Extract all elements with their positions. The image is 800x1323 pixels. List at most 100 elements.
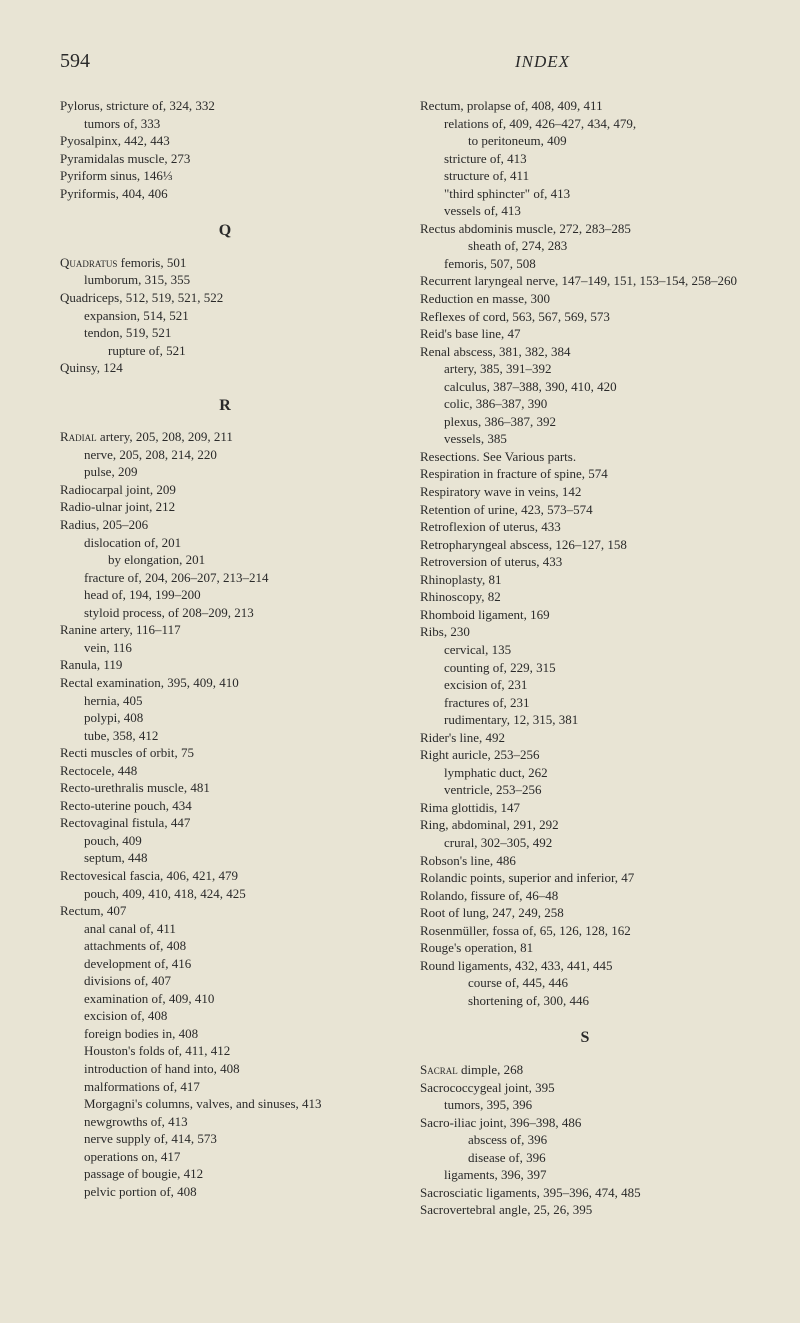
index-entry: Renal abscess, 381, 382, 384 <box>438 343 750 361</box>
index-entry: Retroversion of uterus, 433 <box>438 553 750 571</box>
index-entry: fracture of, 204, 206–207, 213–214 <box>102 569 390 587</box>
index-columns: Pylorus, stricture of, 324, 332tumors of… <box>60 97 750 1219</box>
index-entry: divisions of, 407 <box>102 972 390 990</box>
index-entry: Recurrent laryngeal nerve, 147–149, 151,… <box>438 272 750 290</box>
index-entry: Sacrosciatic ligaments, 395–396, 474, 48… <box>438 1184 750 1202</box>
index-entry: crural, 302–305, 492 <box>462 834 750 852</box>
index-entry: Ranula, 119 <box>78 656 390 674</box>
index-entry: artery, 385, 391–392 <box>462 360 750 378</box>
index-entry: development of, 416 <box>102 955 390 973</box>
index-entry: Root of lung, 247, 249, 258 <box>438 904 750 922</box>
index-entry: Radiocarpal joint, 209 <box>78 481 390 499</box>
index-entry: Ring, abdominal, 291, 292 <box>438 816 750 834</box>
index-entry: tumors, 395, 396 <box>462 1096 750 1114</box>
index-entry: Ranine artery, 116–117 <box>78 621 390 639</box>
index-entry: vessels of, 413 <box>462 202 750 220</box>
index-entry: Retropharyngeal abscess, 126–127, 158 <box>438 536 750 554</box>
index-entry: calculus, 387–388, 390, 410, 420 <box>462 378 750 396</box>
index-entry: dislocation of, 201 <box>102 534 390 552</box>
index-entry: to peritoneum, 409 <box>486 132 750 150</box>
index-entry: expansion, 514, 521 <box>102 307 390 325</box>
index-entry: Rectocele, 448 <box>78 762 390 780</box>
index-entry: newgrowths of, 413 <box>102 1113 390 1131</box>
index-entry: Rhinoplasty, 81 <box>438 571 750 589</box>
index-entry: Right auricle, 253–256 <box>438 746 750 764</box>
index-entry: structure of, 411 <box>462 167 750 185</box>
index-entry: Pyriformis, 404, 406 <box>78 185 390 203</box>
index-entry: Rhomboid ligament, 169 <box>438 606 750 624</box>
entry-leadword: Sacral <box>420 1062 458 1077</box>
index-entry: Quadriceps, 512, 519, 521, 522 <box>78 289 390 307</box>
index-entry: pulse, 209 <box>102 463 390 481</box>
index-entry: disease of, 396 <box>486 1149 750 1167</box>
index-entry: course of, 445, 446 <box>486 974 750 992</box>
index-entry: Rouge's operation, 81 <box>438 939 750 957</box>
index-entry: attachments of, 408 <box>102 937 390 955</box>
index-entry: pouch, 409, 410, 418, 424, 425 <box>102 885 390 903</box>
right-column: Rectum, prolapse of, 408, 409, 411relati… <box>420 97 750 1219</box>
index-entry: tumors of, 333 <box>102 115 390 133</box>
index-entry: styloid process, of 208–209, 213 <box>102 604 390 622</box>
page-number: 594 <box>60 50 90 73</box>
index-entry: examination of, 409, 410 <box>102 990 390 1008</box>
index-entry: nerve supply of, 414, 573 <box>102 1130 390 1148</box>
index-entry: malformations of, 417 <box>102 1078 390 1096</box>
index-entry: operations on, 417 <box>102 1148 390 1166</box>
index-entry: Radial artery, 205, 208, 209, 211 <box>78 428 390 446</box>
index-entry: Pylorus, stricture of, 324, 332 <box>78 97 390 115</box>
index-entry: Sacrococcygeal joint, 395 <box>438 1079 750 1097</box>
index-entry: Radio-ulnar joint, 212 <box>78 498 390 516</box>
index-entry: fractures of, 231 <box>462 694 750 712</box>
index-entry: Rectum, 407 <box>78 902 390 920</box>
index-entry: by elongation, 201 <box>126 551 390 569</box>
index-entry: abscess of, 396 <box>486 1131 750 1149</box>
index-entry: Rolandic points, superior and inferior, … <box>438 869 750 887</box>
index-entry: ligaments, 396, 397 <box>462 1166 750 1184</box>
index-entry: Rectus abdominis muscle, 272, 283–285 <box>438 220 750 238</box>
section-letter: R <box>60 395 390 417</box>
section-letter: S <box>420 1027 750 1049</box>
index-entry: septum, 448 <box>102 849 390 867</box>
index-entry: Rider's line, 492 <box>438 729 750 747</box>
index-entry: vessels, 385 <box>462 430 750 448</box>
index-entry: rudimentary, 12, 315, 381 <box>462 711 750 729</box>
entry-leadword: Radial <box>60 429 97 444</box>
index-entry: passage of bougie, 412 <box>102 1165 390 1183</box>
index-entry: Pyriform sinus, 146⅓ <box>78 167 390 185</box>
index-entry: rupture of, 521 <box>126 342 390 360</box>
index-entry: excision of, 231 <box>462 676 750 694</box>
index-entry: Pyramidalas muscle, 273 <box>78 150 390 168</box>
index-entry: Round ligaments, 432, 433, 441, 445 <box>438 957 750 975</box>
index-entry: Resections. See Various parts. <box>438 448 750 466</box>
index-entry: "third sphincter" of, 413 <box>462 185 750 203</box>
index-entry: cervical, 135 <box>462 641 750 659</box>
index-entry: Ribs, 230 <box>438 623 750 641</box>
index-entry: sheath of, 274, 283 <box>486 237 750 255</box>
index-entry: Rectovesical fascia, 406, 421, 479 <box>78 867 390 885</box>
index-entry: Sacrovertebral angle, 25, 26, 395 <box>438 1201 750 1219</box>
index-entry: Houston's folds of, 411, 412 <box>102 1042 390 1060</box>
index-entry: Respiration in fracture of spine, 574 <box>438 465 750 483</box>
index-entry: lymphatic duct, 262 <box>462 764 750 782</box>
index-entry: tendon, 519, 521 <box>102 324 390 342</box>
index-entry: Radius, 205–206 <box>78 516 390 534</box>
index-entry: Reid's base line, 47 <box>438 325 750 343</box>
index-entry: Recto-urethralis muscle, 481 <box>78 779 390 797</box>
index-entry: hernia, 405 <box>102 692 390 710</box>
index-entry: Rima glottidis, 147 <box>438 799 750 817</box>
index-entry: pelvic portion of, 408 <box>102 1183 390 1201</box>
index-entry: Rosenmüller, fossa of, 65, 126, 128, 162 <box>438 922 750 940</box>
index-entry: anal canal of, 411 <box>102 920 390 938</box>
index-entry: Reflexes of cord, 563, 567, 569, 573 <box>438 308 750 326</box>
index-entry: vein, 116 <box>102 639 390 657</box>
index-entry: Quinsy, 124 <box>78 359 390 377</box>
index-entry: Rolando, fissure of, 46–48 <box>438 887 750 905</box>
section-letter: Q <box>60 220 390 242</box>
index-entry: nerve, 205, 208, 214, 220 <box>102 446 390 464</box>
index-entry: ventricle, 253–256 <box>462 781 750 799</box>
index-entry: Pyosalpinx, 442, 443 <box>78 132 390 150</box>
index-entry: Rectovaginal fistula, 447 <box>78 814 390 832</box>
index-entry: shortening of, 300, 446 <box>486 992 750 1010</box>
index-entry: head of, 194, 199–200 <box>102 586 390 604</box>
index-entry: Sacral dimple, 268 <box>438 1061 750 1079</box>
